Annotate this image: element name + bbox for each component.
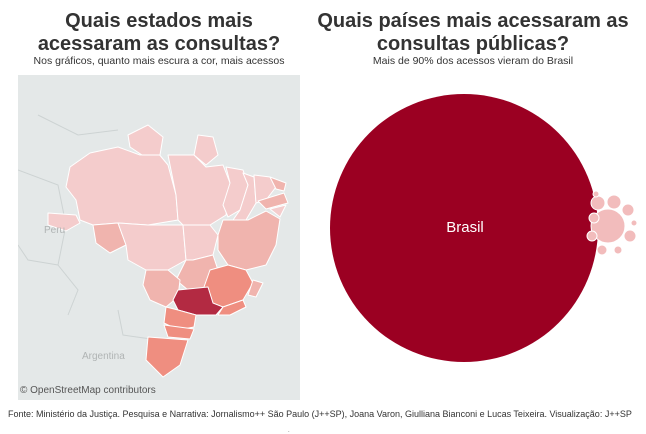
state-rondonia[interactable]	[92, 222, 127, 254]
bubble-country-11[interactable]	[630, 219, 638, 227]
state-amapa[interactable]	[193, 134, 219, 166]
left-panel-subtitle: Nos gráficos, quanto mais escura a cor, …	[33, 55, 285, 67]
bubble-country-6[interactable]	[586, 230, 598, 242]
country-bubble-chart[interactable]: Brasil	[316, 78, 646, 398]
map-svg	[18, 114, 289, 378]
state-para[interactable]	[167, 154, 231, 226]
bubble-country-3[interactable]	[606, 194, 622, 210]
state-rio-grande-do-sul[interactable]	[145, 336, 189, 378]
right-panel-title: Quais países mais acessaram as consultas…	[317, 10, 629, 55]
state-roraima[interactable]	[127, 124, 164, 156]
bubble-country-5[interactable]	[588, 212, 600, 224]
map-label-argentina: Argentina	[82, 351, 125, 362]
state-amazonas[interactable]	[65, 146, 179, 226]
state-sao-paulo[interactable]	[172, 286, 224, 316]
footer-credits: Fonte: Ministério da Justiça. Pesquisa e…	[8, 409, 632, 419]
map-attribution[interactable]: © OpenStreetMap contributors	[20, 385, 156, 396]
bubble-country-9[interactable]	[613, 245, 623, 255]
border-line	[18, 244, 59, 266]
bubble-country-4[interactable]	[621, 203, 635, 217]
bubble-svg	[330, 94, 638, 362]
brazil-states-map[interactable]: Peru Argentina © OpenStreetMap contribut…	[18, 75, 300, 400]
map-label-peru: Peru	[44, 225, 66, 236]
state-rio-de-janeiro[interactable]	[217, 299, 247, 316]
border-line	[18, 169, 79, 316]
bubble-country-10[interactable]	[592, 190, 600, 198]
state-rio-grande-do-norte[interactable]	[269, 176, 287, 192]
bubble-country-8[interactable]	[596, 244, 608, 256]
bubble-brasil[interactable]	[330, 94, 598, 362]
state-mato-grosso[interactable]	[117, 222, 187, 271]
state-mato-grosso-do-sul[interactable]	[142, 269, 181, 308]
border-line	[37, 114, 119, 136]
state-alagoas[interactable]	[269, 204, 287, 218]
state-santa-catarina[interactable]	[163, 324, 195, 340]
state-parana[interactable]	[163, 306, 197, 331]
bubble-label-brasil: Brasil	[446, 219, 484, 236]
state-espirito-santo[interactable]	[247, 279, 264, 298]
footer-dot: .	[288, 428, 290, 434]
right-panel-subtitle: Mais de 90% dos acessos vieram do Brasil	[372, 55, 574, 67]
state-bahia[interactable]	[217, 210, 281, 271]
bubble-country-2[interactable]	[590, 195, 606, 211]
state-pernambuco[interactable]	[257, 192, 289, 210]
bubble-country-7[interactable]	[623, 229, 637, 243]
left-panel-title: Quais estados mais acessaram as consulta…	[37, 10, 281, 55]
state-ceara[interactable]	[253, 174, 277, 204]
state-acre[interactable]	[47, 212, 81, 232]
bubble-country-1[interactable]	[590, 208, 626, 244]
